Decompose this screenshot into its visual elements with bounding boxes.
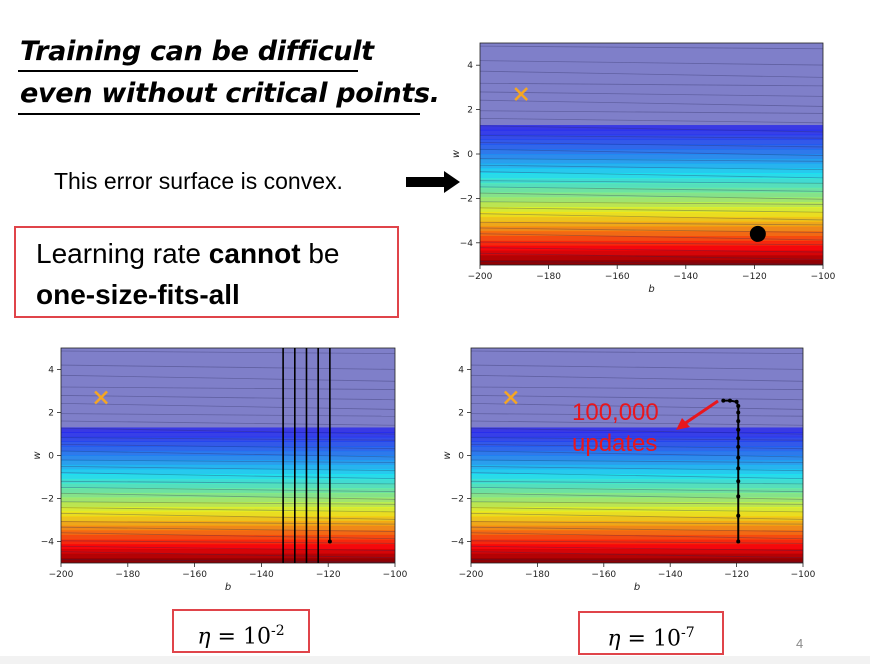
y-axis-label: w [32, 451, 43, 460]
x-tick-label: −140 [658, 570, 683, 580]
x-tick-label: −180 [115, 570, 140, 580]
updates-annotation-label: updates [572, 430, 658, 457]
start-point [327, 539, 332, 544]
y-tick-label: −4 [460, 239, 474, 249]
descent-point [736, 466, 741, 471]
x-tick-label: −160 [182, 570, 207, 580]
y-tick-label: 0 [458, 452, 464, 462]
x-tick-label: −100 [811, 272, 836, 282]
title-underline-2 [18, 113, 420, 115]
descent-point [736, 494, 741, 499]
x-axis-label: b [634, 582, 640, 593]
descent-point [736, 455, 741, 460]
x-tick-label: −180 [536, 272, 561, 282]
page-number: 4 [796, 636, 804, 651]
target-marker [94, 390, 108, 405]
learning-rate-bold: cannot [208, 238, 301, 269]
x-axis-label: b [648, 284, 654, 295]
target-marker [503, 390, 518, 405]
eta-left-box: η = 10-2 [172, 609, 310, 653]
x-tick-label: −200 [49, 570, 74, 580]
x-tick-label: −200 [468, 272, 493, 282]
x-tick-label: −160 [605, 272, 630, 282]
contour-plot-bottom-left: −200 −180 −160 −140 −120 −100 4 2 0 −2 −4 b w [32, 347, 408, 593]
y-tick-label: −4 [41, 538, 55, 548]
updates-annotation-count: 100,000 [572, 399, 659, 426]
annotation-arrow-icon [676, 399, 719, 430]
title-underline-1 [18, 70, 358, 72]
slide-title-line-2: even without critical points. [20, 78, 440, 109]
x-axis-label: b [225, 582, 231, 593]
descent-point [721, 398, 726, 403]
contour-plot-bottom-right: −200 −180 −160 −140 −120 −100 4 2 0 −2 −4 b w [442, 347, 816, 593]
updates-annotation: 100,000 updates [572, 397, 659, 459]
y-axis-label: w [451, 149, 462, 158]
x-tick-label: −180 [525, 570, 550, 580]
descent-point [736, 419, 741, 424]
contour-field [471, 348, 803, 563]
right-arrow-icon [406, 171, 460, 193]
contour-field [480, 43, 823, 265]
bottom-strip [0, 656, 870, 664]
descent-point [734, 399, 739, 404]
y-tick-label: 4 [458, 366, 464, 376]
y-tick-label: 2 [48, 409, 54, 419]
x-tick-label: −200 [459, 570, 484, 580]
x-tick-label: −160 [591, 570, 616, 580]
eta-left-symbol: η [197, 624, 211, 650]
eta-left-exponent: -2 [270, 623, 285, 639]
descent-point [736, 436, 741, 441]
eta-left-value: = 10 [210, 624, 271, 650]
convex-caption: This error surface is convex. [54, 168, 343, 194]
eta-right-value: = 10 [620, 626, 681, 652]
contour-field [61, 348, 395, 563]
descent-point [736, 410, 741, 415]
y-tick-label: −2 [451, 495, 464, 505]
y-tick-label: 2 [467, 106, 473, 116]
x-tick-label: −140 [249, 570, 274, 580]
y-tick-label: −2 [41, 495, 54, 505]
x-tick-label: −100 [791, 570, 816, 580]
eta-right-symbol: η [607, 626, 621, 652]
y-tick-label: 0 [467, 150, 473, 160]
y-tick-label: 0 [48, 452, 54, 462]
target-marker [514, 87, 529, 101]
x-tick-label: −140 [673, 272, 698, 282]
y-tick-label: 4 [467, 61, 473, 71]
start-point [749, 225, 766, 242]
eta-right-box: η = 10-7 [578, 611, 724, 655]
learning-rate-prefix: Learning rate [36, 238, 209, 269]
learning-rate-suffix: be [300, 238, 340, 269]
oscillation-path [282, 348, 332, 563]
x-tick-label: −120 [316, 570, 341, 580]
descent-point [736, 404, 741, 409]
descent-point [736, 539, 741, 544]
one-size-fits-all-text: one-size-fits-all [36, 279, 240, 310]
y-tick-label: −4 [451, 538, 465, 548]
descent-point [736, 444, 741, 449]
eta-right-exponent: -7 [680, 625, 695, 641]
descent-point [727, 398, 732, 403]
learning-rate-line-1: Learning rate cannot be [36, 238, 340, 270]
learning-rate-line-2: one-size-fits-all [36, 279, 240, 311]
x-tick-label: −120 [742, 272, 767, 282]
contour-plot-top: −200 −180 −160 −140 −120 −100 4 2 0 −2 −4 b w [451, 42, 836, 295]
slide-title-line-1: Training can be difficult [20, 36, 374, 67]
descent-point [736, 513, 741, 518]
descent-point [736, 479, 741, 484]
learning-rate-box: Learning rate cannot be one-size-fits-al… [14, 226, 399, 318]
y-axis-label: w [442, 451, 453, 460]
y-tick-label: 4 [48, 366, 54, 376]
y-tick-label: −2 [460, 194, 473, 204]
descent-point [736, 427, 741, 432]
y-tick-label: 2 [458, 409, 464, 419]
x-tick-label: −100 [383, 570, 408, 580]
x-tick-label: −120 [724, 570, 749, 580]
